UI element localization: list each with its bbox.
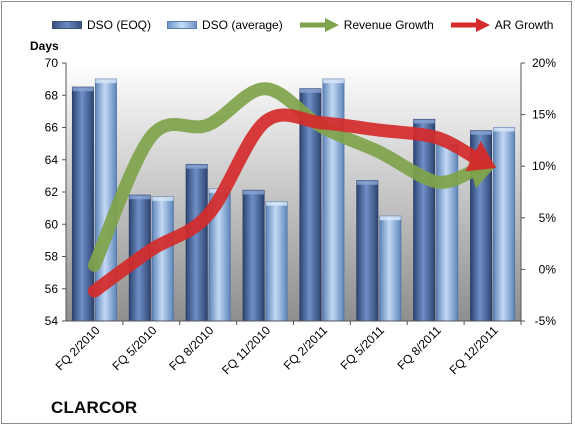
bar-top-dso-eoq — [299, 88, 321, 93]
legend-label-ar-growth: AR Growth — [494, 18, 554, 32]
y2-tick-label: 15% — [532, 108, 556, 122]
legend-item-dso-average: DSO (average) — [167, 18, 283, 32]
y-tick-label: 60 — [45, 217, 59, 231]
bar-top-dso-eoq — [243, 190, 265, 195]
x-tick-label: FQ 5/2011 — [338, 323, 388, 373]
bar-dso-average — [265, 201, 288, 322]
bar-top-dso-average — [379, 216, 401, 221]
y-tick-label: 62 — [45, 185, 59, 199]
x-tick-label: FQ 2/2011 — [281, 323, 331, 373]
x-tick-label: FQ 8/2011 — [394, 323, 444, 373]
bar-dso-eoq — [356, 180, 379, 322]
y2-tick-label: 10% — [532, 159, 556, 173]
bar-top-dso-average — [266, 201, 288, 206]
legend-label-revenue-growth: Revenue Growth — [343, 18, 434, 32]
y-tick-label: 58 — [45, 250, 59, 264]
y2-tick-label: 0% — [539, 262, 557, 276]
bar-top-dso-eoq — [356, 180, 378, 185]
line-ar-growth — [87, 108, 480, 298]
bar-top-dso-eoq — [413, 119, 435, 124]
y-axis-label: Days — [30, 39, 59, 53]
y2-tick-label: -5% — [535, 314, 557, 328]
line-revenue-growth — [87, 82, 478, 272]
chart-title: CLARCOR — [51, 398, 138, 417]
x-tick-label: FQ 11/2010 — [219, 323, 273, 377]
legend-item-revenue-growth: Revenue Growth — [299, 18, 434, 32]
y-tick-label: 70 — [45, 56, 59, 70]
x-tick-label: FQ 12/2011 — [447, 323, 501, 377]
bar-dso-average — [322, 78, 345, 322]
bar-dso-eoq — [242, 189, 265, 322]
y-tick-label: 56 — [45, 282, 59, 296]
bar-top-dso-eoq — [129, 195, 151, 200]
y-tick-label: 54 — [45, 314, 59, 328]
y-tick-label: 64 — [45, 153, 59, 167]
bar-top-dso-average — [152, 196, 174, 201]
x-tick-label: FQ 8/2010 — [166, 323, 216, 373]
y2-tick-label: 5% — [539, 211, 557, 225]
x-tick-label: FQ 2/2010 — [53, 323, 103, 373]
bar-dso-average — [493, 127, 516, 322]
arrowhead-ar-growth — [465, 141, 497, 172]
x-tick-label: FQ 5/2010 — [109, 323, 159, 373]
legend-swatch-dso-eoq — [52, 21, 82, 29]
legend-item-dso-eoq: DSO (EOQ) — [52, 18, 151, 32]
legend-item-ar-growth: AR Growth — [450, 18, 554, 32]
legend: DSO (EOQ) DSO (average) Revenue Growth A… — [52, 15, 569, 35]
bar-top-dso-eoq — [186, 164, 208, 169]
bar-top-dso-eoq — [470, 130, 492, 135]
y-tick-label: 66 — [45, 121, 59, 135]
y2-tick-label: 20% — [532, 56, 556, 70]
bar-dso-average — [151, 196, 174, 322]
legend-label-dso-average: DSO (average) — [202, 18, 283, 32]
bar-top-dso-average — [493, 127, 515, 132]
bar-dso-average — [436, 139, 459, 322]
bar-dso-eoq — [71, 86, 94, 322]
bar-top-dso-average — [322, 79, 344, 84]
y-tick-label: 68 — [45, 88, 59, 102]
legend-arrow-revenue-growth — [299, 18, 339, 32]
legend-swatch-dso-average — [167, 21, 198, 29]
legend-arrow-ar-growth — [450, 18, 490, 32]
bar-dso-average — [379, 215, 402, 322]
bar-dso-eoq — [413, 118, 436, 322]
bar-dso-eoq — [185, 164, 208, 322]
bar-top-dso-average — [95, 79, 117, 84]
legend-label-dso-eoq: DSO (EOQ) — [87, 18, 152, 32]
bar-top-dso-eoq — [72, 87, 94, 92]
